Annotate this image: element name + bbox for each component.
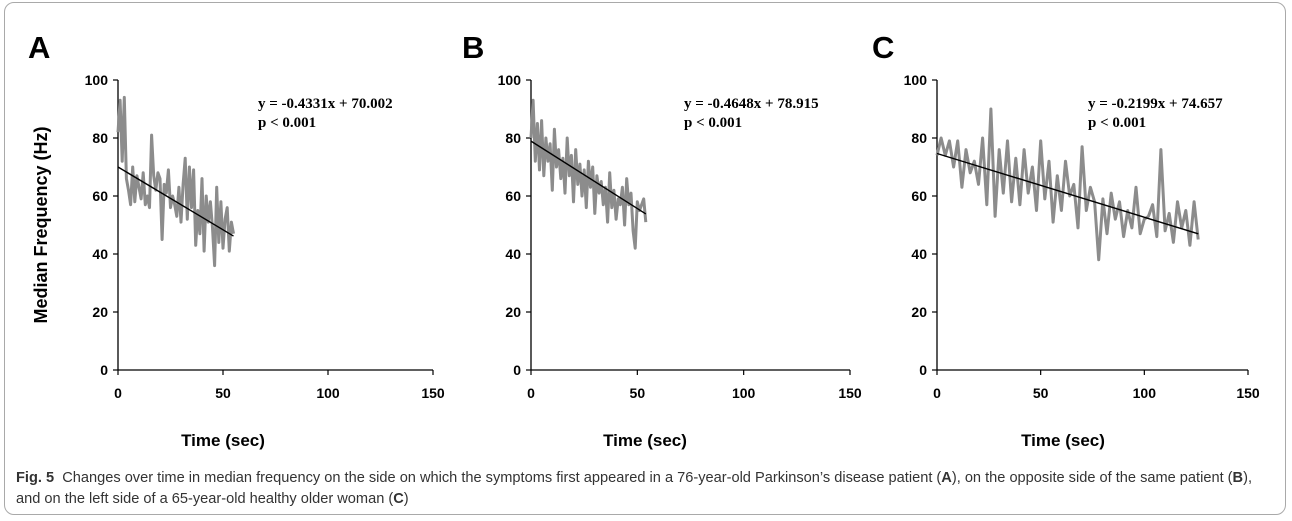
figure-caption: Fig. 5 Changes over time in median frequ… (16, 468, 1278, 510)
x-tick-label: 150 (421, 385, 445, 401)
y-tick-label: 0 (919, 362, 927, 378)
caption-text-2: ), on the opposite side of the same pati… (951, 470, 1233, 486)
panel-c-x-axis-label: Time (sec) (1021, 431, 1105, 450)
panel-a-marks (116, 95, 235, 268)
x-tick-label: 50 (215, 385, 231, 401)
panel-c-series-line (935, 107, 1200, 262)
panel-b-equation: y = -0.4648x + 78.915 (684, 96, 819, 112)
y-tick-label: 60 (92, 188, 108, 204)
panel-b: B 0 20 40 60 80 100 0 50 100 150 Time (sec) y = -… (462, 30, 862, 450)
y-tick-label: 0 (513, 362, 521, 378)
y-tick-label: 80 (911, 130, 927, 146)
y-tick-label: 40 (92, 246, 108, 262)
y-tick-label: 0 (100, 362, 108, 378)
caption-text-3: ), and on the left side of a 65-year-old… (16, 470, 1253, 507)
charts-canvas: A Median Frequency (Hz) 0 20 40 60 80 100 0 50 1… (28, 30, 1260, 450)
x-tick-label: 0 (933, 385, 941, 401)
y-tick-label: 60 (911, 188, 927, 204)
x-tick-label: 100 (316, 385, 340, 401)
panel-c-trend-line (936, 152, 1199, 235)
caption-text-1: Changes over time in median frequency on… (62, 470, 942, 486)
caption-ref-c: C (393, 491, 404, 507)
panel-label-b: B (462, 30, 484, 65)
panel-a-equation: y = -0.4331x + 70.002 (258, 96, 393, 112)
panel-label-a: A (28, 30, 50, 65)
x-tick-label: 150 (838, 385, 862, 401)
panel-b-trend-line (530, 140, 647, 215)
y-tick-label: 20 (505, 304, 521, 320)
panel-c: C 0 20 40 60 80 100 0 50 100 150 Time (sec) y = -… (872, 30, 1260, 450)
y-tick-label: 80 (92, 130, 108, 146)
caption-text-4: ) (403, 491, 409, 507)
y-tick-label: 100 (85, 72, 109, 88)
panel-c-p-value: p < 0.001 (1088, 115, 1146, 131)
panel-b-x-axis-label: Time (sec) (603, 431, 687, 450)
panel-b-p-value: p < 0.001 (684, 115, 742, 131)
panel-a-p-value: p < 0.001 (258, 115, 316, 131)
caption-ref-a: A (941, 470, 952, 486)
panel-label-c: C (872, 30, 894, 65)
y-tick-label: 40 (911, 246, 927, 262)
y-tick-label: 80 (505, 130, 521, 146)
y-tick-label: 20 (911, 304, 927, 320)
panel-c-marks (935, 107, 1200, 262)
panel-b-marks (529, 98, 648, 250)
panel-c-ticks: 0 20 40 60 80 100 0 50 100 150 (904, 72, 1260, 401)
panel-a-ticks: 0 20 40 60 80 100 0 50 100 150 (85, 72, 445, 401)
y-tick-label: 100 (904, 72, 928, 88)
y-tick-label: 100 (498, 72, 522, 88)
figure-number: Fig. 5 (16, 470, 55, 486)
x-tick-label: 50 (630, 385, 646, 401)
x-tick-label: 100 (1133, 385, 1157, 401)
x-tick-label: 0 (527, 385, 535, 401)
caption-ref-b: B (1232, 470, 1244, 486)
y-tick-label: 20 (92, 304, 108, 320)
y-axis-label: Median Frequency (Hz) (31, 126, 51, 323)
x-tick-label: 50 (1033, 385, 1049, 401)
panel-c-equation: y = -0.2199x + 74.657 (1088, 96, 1223, 112)
panel-b-series-line (529, 98, 648, 250)
panel-a-trend-line (117, 166, 234, 237)
x-tick-label: 150 (1236, 385, 1260, 401)
panel-a-series-line (116, 95, 235, 268)
x-tick-label: 100 (732, 385, 756, 401)
y-tick-label: 60 (505, 188, 521, 204)
panel-a-x-axis-label: Time (sec) (181, 431, 265, 450)
figure-frame (4, 2, 1286, 515)
y-tick-label: 40 (505, 246, 521, 262)
panel-a: A Median Frequency (Hz) 0 20 40 60 80 100 0 50 1… (28, 30, 445, 450)
x-tick-label: 0 (114, 385, 122, 401)
panel-b-ticks: 0 20 40 60 80 100 0 50 100 150 (498, 72, 862, 401)
